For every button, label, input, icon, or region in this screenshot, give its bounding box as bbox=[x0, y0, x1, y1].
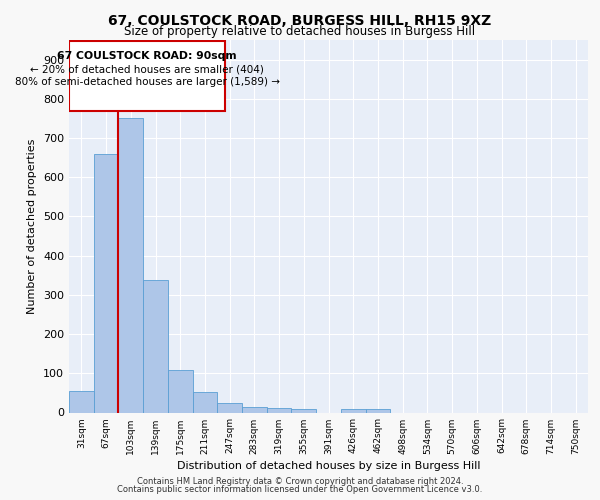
Text: 67 COULSTOCK ROAD: 90sqm: 67 COULSTOCK ROAD: 90sqm bbox=[57, 50, 237, 60]
Text: 80% of semi-detached houses are larger (1,589) →: 80% of semi-detached houses are larger (… bbox=[14, 78, 280, 88]
Bar bbox=[267, 408, 292, 412]
Bar bbox=[217, 402, 242, 412]
Bar bbox=[292, 410, 316, 412]
Text: Contains public sector information licensed under the Open Government Licence v3: Contains public sector information licen… bbox=[118, 484, 482, 494]
Bar bbox=[69, 391, 94, 412]
Text: ← 20% of detached houses are smaller (404): ← 20% of detached houses are smaller (40… bbox=[30, 64, 264, 74]
X-axis label: Distribution of detached houses by size in Burgess Hill: Distribution of detached houses by size … bbox=[177, 460, 480, 470]
Text: Contains HM Land Registry data © Crown copyright and database right 2024.: Contains HM Land Registry data © Crown c… bbox=[137, 477, 463, 486]
Text: 67, COULSTOCK ROAD, BURGESS HILL, RH15 9XZ: 67, COULSTOCK ROAD, BURGESS HILL, RH15 9… bbox=[109, 14, 491, 28]
Bar bbox=[365, 410, 390, 412]
Bar bbox=[118, 118, 143, 412]
Y-axis label: Number of detached properties: Number of detached properties bbox=[28, 138, 37, 314]
Bar bbox=[143, 280, 168, 412]
Bar bbox=[168, 370, 193, 412]
Bar bbox=[193, 392, 217, 412]
Text: Size of property relative to detached houses in Burgess Hill: Size of property relative to detached ho… bbox=[124, 25, 476, 38]
Bar bbox=[94, 154, 118, 412]
Bar bbox=[242, 406, 267, 412]
FancyBboxPatch shape bbox=[70, 41, 224, 112]
Bar bbox=[341, 410, 365, 412]
